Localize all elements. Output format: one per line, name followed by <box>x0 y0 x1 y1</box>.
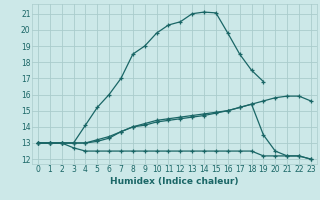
X-axis label: Humidex (Indice chaleur): Humidex (Indice chaleur) <box>110 177 239 186</box>
